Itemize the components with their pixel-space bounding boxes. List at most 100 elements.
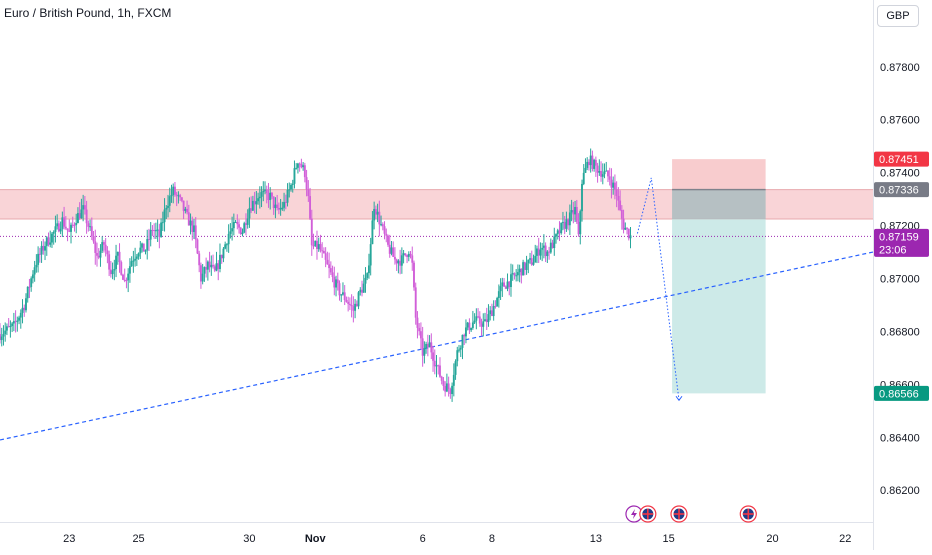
- candle-body: [135, 256, 138, 259]
- candle-body: [577, 221, 580, 235]
- candle-body: [300, 164, 303, 168]
- candle-body: [407, 253, 410, 257]
- candle-body: [163, 209, 166, 223]
- candle-body: [288, 189, 291, 191]
- candle-body: [210, 264, 213, 268]
- candle-body: [411, 255, 414, 263]
- candle-body: [513, 273, 516, 276]
- candle-body: [539, 249, 542, 256]
- last-price-tag-bg: [874, 228, 929, 257]
- candle-body: [201, 273, 204, 282]
- candle-body: [253, 200, 256, 205]
- candle-body: [355, 303, 358, 307]
- candle-body: [128, 266, 131, 274]
- candle-body: [255, 201, 258, 205]
- ascending-trendline[interactable]: [0, 251, 874, 441]
- candle-body: [451, 385, 454, 395]
- candle-body: [556, 230, 559, 235]
- candle-body: [151, 229, 154, 231]
- take-profit-zone[interactable]: [672, 189, 766, 394]
- candle-body: [516, 272, 519, 276]
- candle-body: [92, 236, 95, 242]
- candle-body: [610, 179, 613, 188]
- candle-body: [350, 304, 353, 307]
- candle-body: [406, 255, 409, 257]
- candle-body: [385, 233, 388, 236]
- candle-body: [14, 321, 17, 323]
- candle-body: [430, 342, 433, 353]
- candle-body: [601, 174, 604, 177]
- stop-price-tag: 0.87451: [879, 154, 919, 166]
- projection-path[interactable]: [636, 177, 680, 401]
- candle-body: [189, 220, 192, 226]
- candle-body: [579, 211, 582, 235]
- candle-body: [461, 334, 464, 348]
- candle-body: [374, 208, 377, 215]
- candle-body: [295, 167, 298, 169]
- candle-body: [229, 231, 232, 234]
- candle-body: [208, 261, 211, 268]
- candle-body: [575, 206, 578, 222]
- candle-body: [106, 250, 109, 255]
- currency-selector[interactable]: GBP: [877, 5, 919, 27]
- candle-body: [224, 244, 227, 249]
- candle-body: [212, 264, 215, 267]
- candle-body: [33, 267, 36, 275]
- candle-body: [525, 263, 528, 270]
- stop-loss-zone[interactable]: [672, 159, 766, 190]
- candle-body: [61, 217, 64, 229]
- candle-body: [608, 176, 611, 180]
- candle-body: [354, 303, 357, 311]
- candle-body: [222, 248, 225, 259]
- candle-body: [73, 224, 76, 226]
- candle-body: [442, 380, 445, 386]
- candle-body: [141, 243, 143, 248]
- candle-body: [627, 228, 630, 239]
- candle-body: [305, 177, 308, 190]
- candle-body: [283, 201, 286, 208]
- candle-body: [581, 183, 583, 212]
- candle-body: [485, 319, 488, 323]
- candle-body: [213, 266, 216, 271]
- candle-body: [153, 230, 156, 232]
- candle-body: [617, 195, 620, 201]
- candle-body: [89, 226, 92, 228]
- candle-body: [477, 316, 480, 318]
- candle-body: [541, 247, 544, 250]
- candle-body: [561, 221, 564, 223]
- candle-body: [504, 286, 507, 289]
- candle-body: [587, 161, 590, 166]
- x-tick-label: 30: [243, 533, 255, 545]
- x-tick-label: 20: [766, 533, 778, 545]
- candle-body: [144, 250, 147, 252]
- candle-body: [418, 327, 421, 332]
- candle-body: [506, 281, 509, 289]
- entry-price-tag-bg: [874, 182, 929, 198]
- candle-body: [594, 159, 597, 166]
- candle-body: [376, 211, 379, 215]
- candle-body: [596, 165, 599, 173]
- candle-body: [312, 245, 315, 247]
- candle-body: [158, 229, 161, 237]
- candle-body: [537, 248, 540, 256]
- candle-body: [567, 219, 570, 226]
- candle-body: [70, 224, 72, 232]
- candle-body: [215, 263, 218, 271]
- candle-body: [108, 254, 111, 270]
- candle-body: [551, 242, 554, 249]
- candle-body: [78, 213, 81, 219]
- candle-body: [591, 155, 594, 169]
- candle-body: [336, 279, 339, 284]
- x-tick-label: 15: [662, 533, 674, 545]
- candle-body: [421, 338, 424, 356]
- stop-price-tag-bg: [874, 151, 929, 167]
- x-tick-label: 6: [420, 533, 426, 545]
- candle-body: [414, 287, 417, 318]
- candle-body: [536, 248, 538, 256]
- candle-body: [464, 327, 467, 337]
- candle-body: [227, 233, 230, 245]
- candle-body: [279, 207, 282, 210]
- candle-body: [603, 171, 606, 175]
